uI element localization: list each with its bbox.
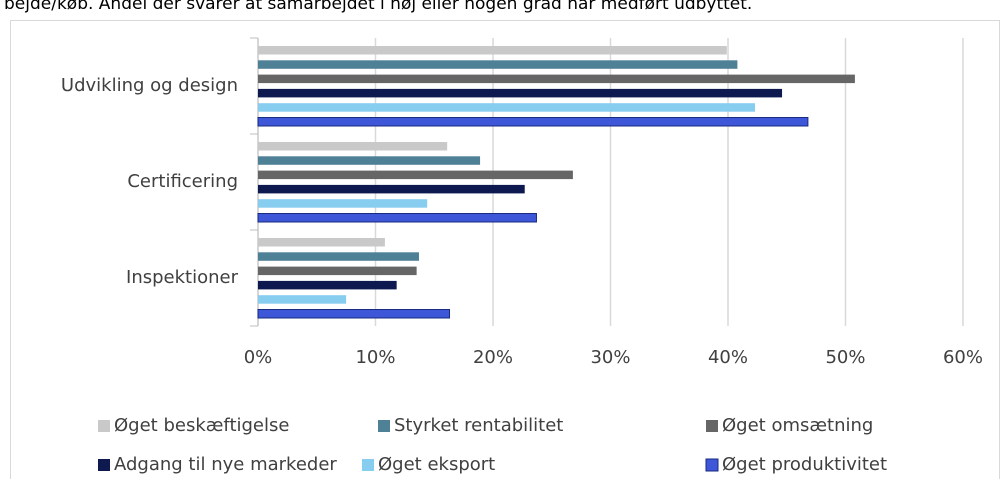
bar xyxy=(258,60,738,69)
bar xyxy=(258,266,417,276)
legend-label: Styrket rentabilitet xyxy=(394,415,563,436)
legend-label: Øget beskæftigelse xyxy=(114,415,289,436)
bar xyxy=(258,238,385,247)
x-tick-label: 10% xyxy=(355,347,395,368)
bar xyxy=(258,103,756,112)
y-tick-label: Udvikling og design xyxy=(61,75,238,96)
bar xyxy=(258,46,727,55)
bar xyxy=(258,142,448,151)
bar xyxy=(258,199,428,208)
legend-label: Øget omsætning xyxy=(722,415,873,436)
legend-marker xyxy=(98,459,110,471)
x-tick-label: 0% xyxy=(244,347,273,368)
legend-marker xyxy=(362,459,374,471)
bar xyxy=(258,88,783,98)
bar xyxy=(258,252,419,261)
x-tick-label: 40% xyxy=(708,347,748,368)
chart-frame xyxy=(10,20,1000,479)
bar xyxy=(258,184,525,194)
bar xyxy=(258,156,481,165)
x-tick-label: 60% xyxy=(943,347,983,368)
bar xyxy=(257,213,537,223)
legend-label: Øget produktivitet xyxy=(722,454,887,475)
legend-marker xyxy=(378,420,390,432)
x-tick-label: 50% xyxy=(825,347,865,368)
x-tick-label: 20% xyxy=(473,347,513,368)
chart-subtitle: bejde/køb. Andel der svarer at samarbejd… xyxy=(4,0,752,14)
y-tick-label: Inspektioner xyxy=(126,267,239,288)
legend-marker xyxy=(706,420,718,432)
bar xyxy=(258,295,347,304)
bar xyxy=(257,309,451,319)
bar xyxy=(258,170,573,180)
bar xyxy=(258,74,855,84)
legend-marker xyxy=(705,458,719,472)
legend-label: Øget eksport xyxy=(378,454,495,475)
bar xyxy=(257,117,809,127)
y-tick-label: Certificering xyxy=(127,171,238,192)
bar xyxy=(258,280,397,290)
x-tick-label: 30% xyxy=(590,347,630,368)
legend-marker xyxy=(98,420,110,432)
legend-label: Adgang til nye markeder xyxy=(114,454,337,475)
